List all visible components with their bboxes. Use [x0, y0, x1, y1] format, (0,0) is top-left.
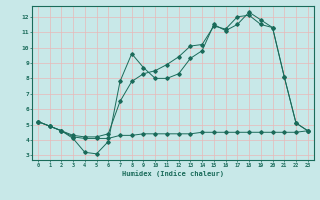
X-axis label: Humidex (Indice chaleur): Humidex (Indice chaleur): [122, 171, 224, 177]
